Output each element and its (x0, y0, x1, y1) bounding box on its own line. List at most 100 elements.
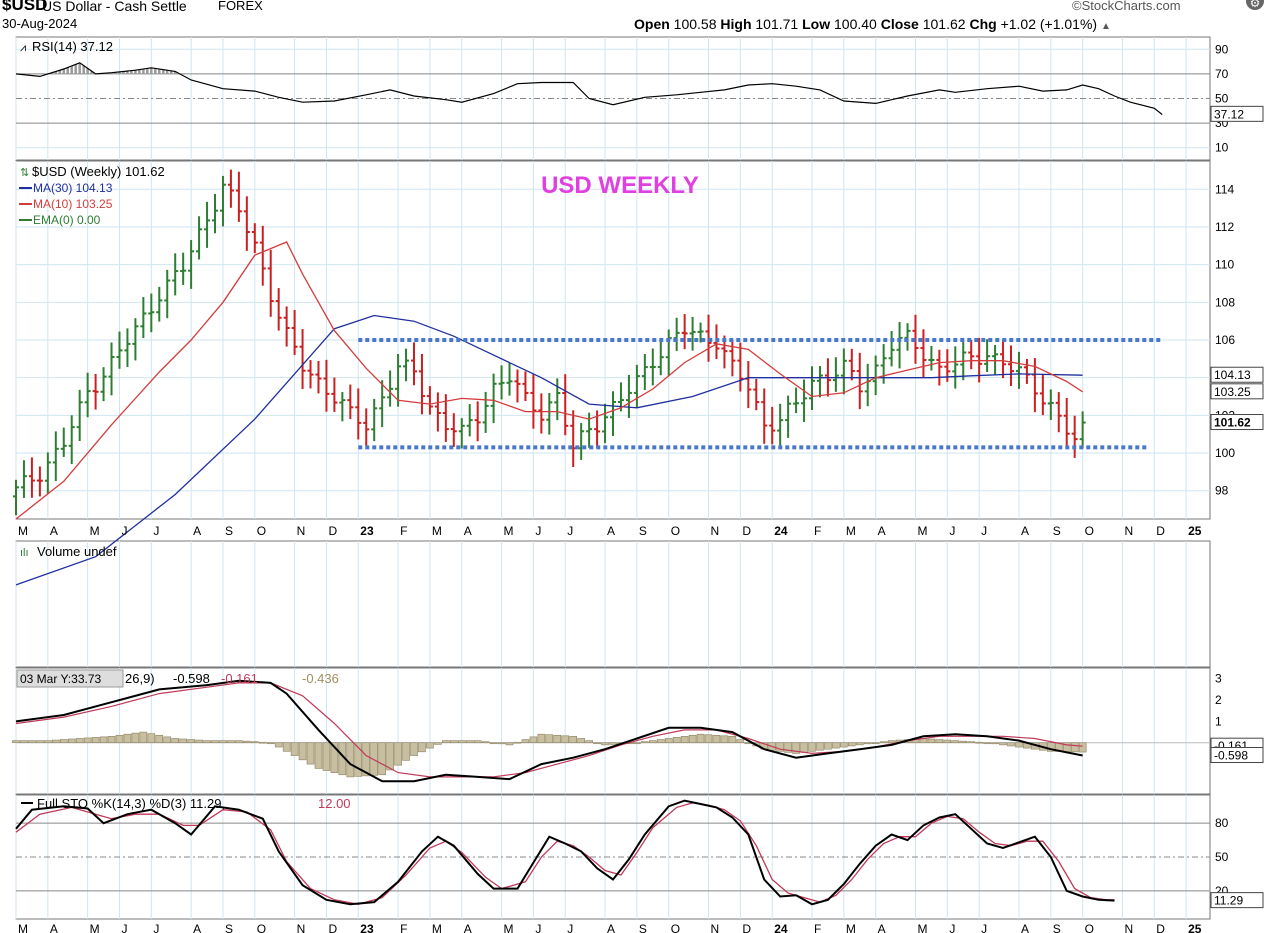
price-bar (936, 349, 943, 386)
macd-hist-bar (529, 736, 538, 744)
ma30-last-label: 104.13 (1214, 368, 1251, 382)
price-bar (458, 418, 465, 449)
price-bar (506, 363, 513, 396)
macd-hist-bar (656, 739, 665, 744)
price-bar (769, 406, 776, 445)
price-bar (44, 452, 51, 494)
price-bar (761, 388, 768, 444)
collapse-arrow-icon[interactable]: ▲ (1100, 21, 1111, 32)
macd-hist-bar (561, 735, 570, 744)
macd-hist-bar (12, 740, 20, 744)
month-label-bottom-10: 23 (360, 922, 374, 933)
month-label-top-13: A (464, 524, 472, 538)
price-bar (172, 253, 179, 296)
macd-hist-bar (808, 742, 816, 752)
macd-hist-bar (410, 742, 418, 756)
macd-hist-bar (402, 742, 410, 761)
price-bar (474, 401, 481, 442)
price-bar (649, 348, 656, 386)
month-label-top-22: 24 (774, 524, 788, 538)
macd-hist-bar (282, 742, 291, 752)
price-bar (554, 378, 561, 421)
macd-hist-bar (473, 740, 482, 744)
macd-hist-bar (330, 742, 339, 773)
price-bar (968, 339, 975, 370)
macd-hist-bar (999, 742, 1007, 746)
price-bar (299, 329, 306, 389)
month-label-bottom-33: D (1156, 922, 1165, 933)
price-bar (291, 310, 298, 355)
macd-hist-bar (553, 734, 562, 744)
macd-hist-bar (51, 739, 60, 744)
price-bar (355, 388, 362, 440)
macd-last-box (1210, 747, 1264, 764)
instrument-name: US Dollar - Cash Settle (42, 0, 187, 14)
price-bar (315, 360, 322, 394)
price-bar (148, 293, 155, 333)
price-bar (1008, 345, 1014, 386)
price-bar (13, 479, 19, 516)
price-bar (546, 393, 553, 435)
price-bar (952, 346, 959, 389)
month-label-bottom-18: S (639, 922, 647, 933)
price-tick-4: 106 (1215, 333, 1235, 347)
macd-hist-bar (394, 742, 402, 766)
sto-last-label-box (1210, 892, 1264, 909)
price-bar (562, 374, 569, 436)
price-bar (76, 389, 83, 442)
price-bar (20, 460, 27, 498)
price-bar (482, 391, 489, 433)
macd-hist-bar (235, 740, 243, 744)
macd-hist-bar (298, 742, 307, 761)
month-label-top-19: O (671, 524, 680, 538)
change-value: +1.02 (+1.01%) (1000, 16, 1098, 32)
month-label-bottom-13: A (464, 922, 472, 933)
price-legend-1: MA(30) 104.13 (33, 181, 113, 195)
price-bar (928, 345, 935, 371)
price-bar (1071, 415, 1078, 458)
macd-hist-bar (187, 739, 195, 744)
settings-icon[interactable]: ⚙ (1246, 0, 1264, 10)
price-bar (116, 331, 123, 369)
macd-hist-bar (1078, 742, 1087, 753)
macd-hist-bar (227, 740, 235, 744)
month-label-top-9: D (328, 524, 337, 538)
month-label-top-0: M (18, 524, 28, 538)
price-bar (156, 286, 163, 322)
rsi-tick-1: 70 (1215, 67, 1229, 81)
month-label-top-11: F (400, 524, 407, 538)
macd-hist-bar (672, 737, 681, 744)
macd-histogram (12, 731, 1087, 778)
month-label-bottom-34: 25 (1188, 922, 1202, 933)
macd-hist-bar (36, 740, 44, 744)
price-bar (904, 323, 911, 351)
macd-hist-bar (840, 742, 848, 748)
month-label-top-34: 25 (1188, 524, 1202, 538)
month-label-top-33: D (1156, 524, 1165, 538)
price-bar (840, 348, 847, 395)
macd-hist-bar (59, 739, 68, 744)
sto-last-label: 11.29 (1214, 894, 1243, 908)
price-bar (657, 340, 664, 376)
price-bar (331, 377, 338, 412)
price-bar (196, 216, 203, 260)
price-last-label: 101.62 (1214, 416, 1251, 430)
month-label-bottom-3: J (121, 922, 127, 933)
macd-hist-bar (537, 733, 546, 744)
price-bar (801, 379, 808, 423)
price-bar (426, 386, 433, 415)
macd-hist-bar (824, 742, 832, 750)
month-label-top-27: J (949, 524, 955, 538)
close-value: 101.62 (922, 16, 966, 32)
price-bar (896, 321, 903, 369)
price-bar (243, 196, 250, 251)
close-label: Close (880, 16, 919, 32)
price-bar (633, 364, 640, 408)
price-bar (28, 457, 35, 498)
price-bar (809, 366, 815, 411)
price-bar (227, 169, 234, 208)
month-label-bottom-19: O (671, 922, 680, 933)
macd-hist-bar (593, 742, 601, 745)
price-bar (753, 378, 760, 411)
price-tick-0: 114 (1215, 182, 1234, 196)
